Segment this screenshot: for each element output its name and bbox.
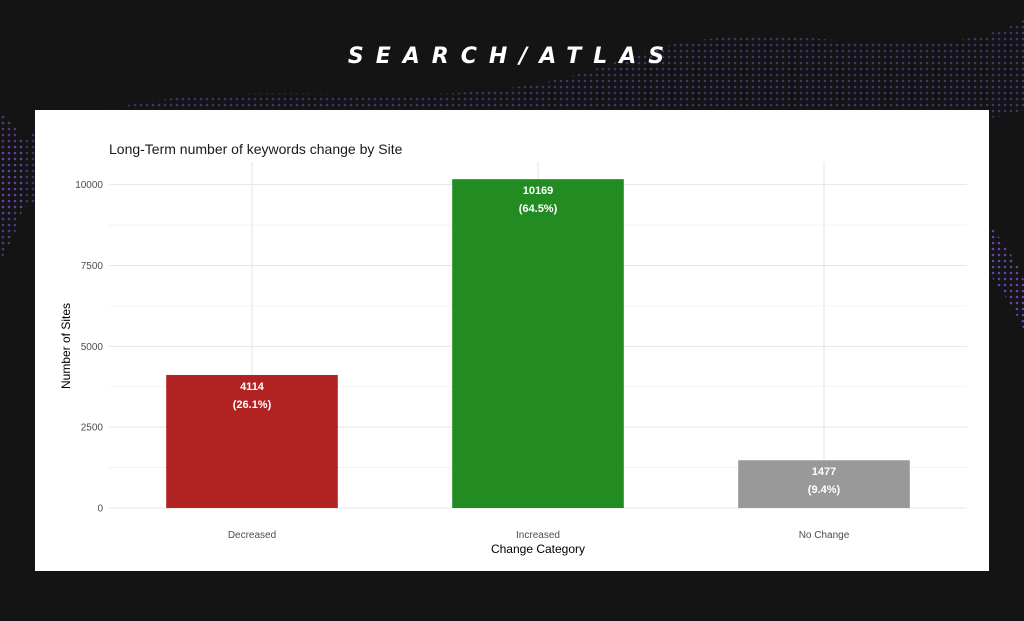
y-tick-label: 5000 <box>81 342 104 353</box>
x-tick-label: No Change <box>799 530 850 541</box>
y-axis-title: Number of Sites <box>59 303 73 389</box>
y-tick-label: 10000 <box>75 180 103 191</box>
chart-title: Long-Term number of keywords change by S… <box>109 141 403 157</box>
bar-percent-label: (26.1%) <box>233 399 272 411</box>
y-tick-label: 2500 <box>81 423 104 434</box>
bar-decreased <box>166 374 338 508</box>
bar-increased <box>452 179 624 508</box>
bar-chart: 4114 (26.1%) 10169 (64.5%) 1477 (9.4%) 0 2500 5… <box>59 141 967 556</box>
bars <box>166 179 910 508</box>
bar-percent-label: (9.4%) <box>808 484 841 496</box>
bar-no-change <box>738 460 910 508</box>
bar-percent-label: (64.5%) <box>519 203 558 215</box>
x-axis-title: Change Category <box>491 542 585 556</box>
x-tick-labels: Decreased Increased No Change <box>228 530 850 541</box>
y-tick-label: 0 <box>97 504 103 515</box>
bar-value-label: 10169 <box>523 185 554 197</box>
chart-card: 4114 (26.1%) 10169 (64.5%) 1477 (9.4%) 0 2500 5… <box>35 110 989 571</box>
bar-value-label: 4114 <box>240 381 265 393</box>
bar-labels: 4114 (26.1%) 10169 (64.5%) 1477 (9.4%) <box>233 185 841 496</box>
bar-value-label: 1477 <box>812 466 836 478</box>
y-tick-labels: 0 2500 5000 7500 10000 <box>75 180 103 514</box>
x-tick-label: Increased <box>516 530 560 541</box>
brand-logo-text: SEARCH/ATLAS <box>347 44 677 69</box>
brand-logo: SEARCH/ATLAS <box>0 44 1024 69</box>
y-tick-label: 7500 <box>81 261 104 272</box>
x-tick-label: Decreased <box>228 530 276 541</box>
